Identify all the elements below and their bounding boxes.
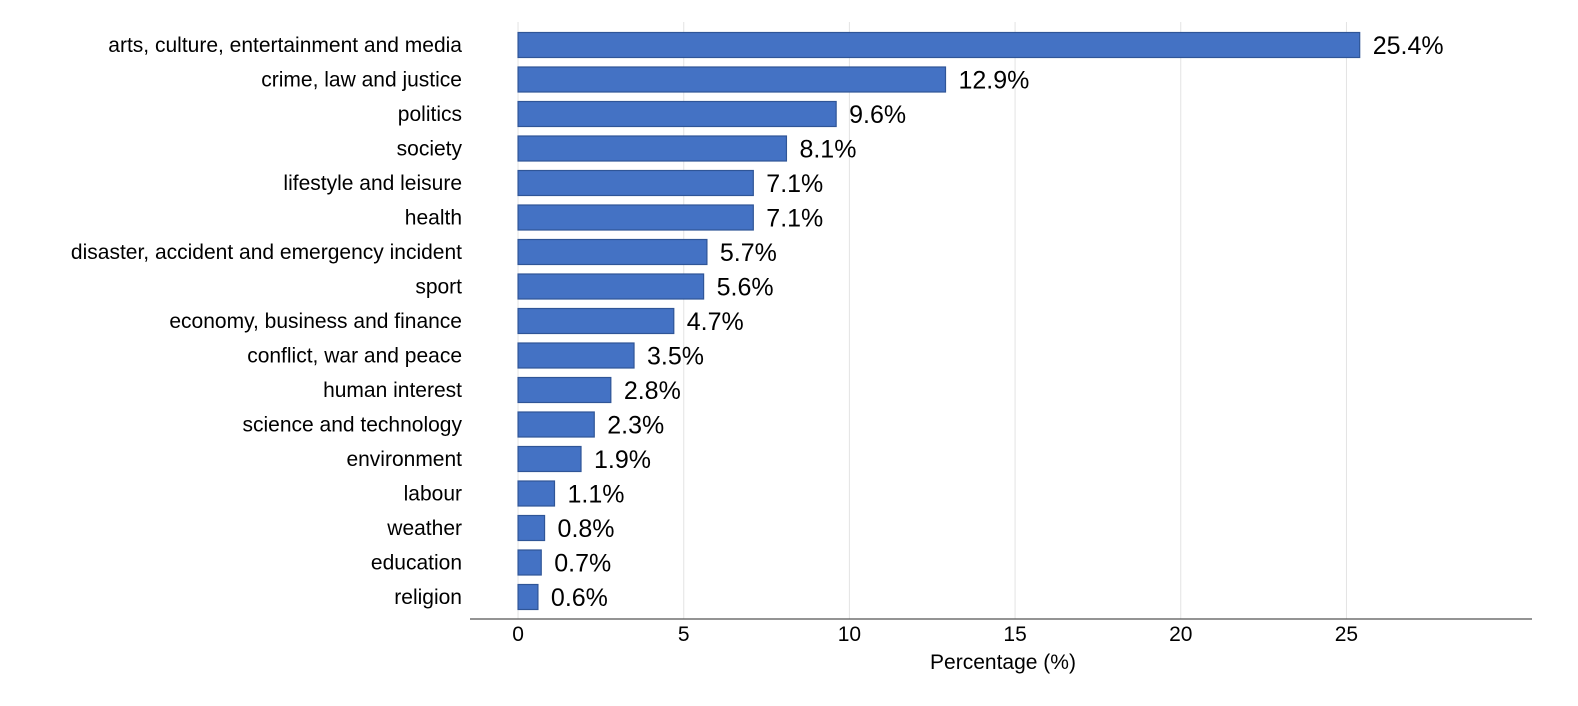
- category-label: economy, business and finance: [169, 310, 462, 333]
- bar-9: [517, 342, 635, 369]
- x-tick-label: 15: [1003, 623, 1026, 646]
- bar-7: [517, 273, 705, 300]
- category-label: arts, culture, entertainment and media: [108, 34, 462, 57]
- data-label: 5.6%: [717, 274, 774, 302]
- category-labels: arts, culture, entertainment and media cr…: [71, 34, 463, 609]
- x-tick-label: 0: [512, 623, 524, 646]
- category-label: religion: [394, 586, 462, 609]
- category-label: health: [405, 207, 462, 230]
- x-tick-label: 20: [1169, 623, 1192, 646]
- bar-11: [517, 411, 595, 438]
- data-label: 1.1%: [567, 481, 624, 509]
- category-label: science and technology: [243, 414, 463, 437]
- data-label: 0.6%: [551, 584, 608, 612]
- data-label: 8.1%: [799, 136, 856, 164]
- bar-0: [517, 31, 1361, 59]
- category-label: human interest: [323, 379, 462, 402]
- data-labels: 25.4% 12.9% 9.6% 8.1% 7.1% 7.1% 5.7% 5.6% 4.7% 3.…: [551, 32, 1444, 612]
- category-label: society: [397, 138, 463, 161]
- data-label: 2.3%: [607, 412, 664, 440]
- data-label: 1.9%: [594, 446, 651, 474]
- bars: [517, 31, 1361, 611]
- category-label: disaster, accident and emergency inciden…: [71, 241, 462, 264]
- data-label: 9.6%: [849, 101, 906, 129]
- data-label: 7.1%: [766, 170, 823, 198]
- data-label: 0.8%: [558, 515, 615, 543]
- x-tick-label: 10: [838, 623, 861, 646]
- data-label: 0.7%: [554, 550, 611, 578]
- data-label: 12.9%: [958, 67, 1029, 95]
- bar-15: [517, 549, 542, 576]
- category-label: sport: [415, 276, 462, 299]
- bar-12: [517, 445, 582, 473]
- bar-5: [517, 204, 754, 231]
- bar-13: [517, 480, 556, 507]
- x-axis: 0 5 10 15 20 25: [470, 618, 1532, 646]
- bar-10: [517, 376, 612, 404]
- data-label: 3.5%: [647, 343, 704, 371]
- bar-6: [517, 238, 708, 266]
- data-label: 4.7%: [687, 308, 744, 336]
- category-label: labour: [404, 483, 462, 506]
- x-tick-label: 5: [678, 623, 690, 646]
- category-label: weather: [386, 517, 462, 540]
- x-axis-title: Percentage (%): [930, 651, 1076, 674]
- bar-2: [517, 100, 837, 128]
- bar-14: [517, 514, 546, 542]
- category-label: lifestyle and leisure: [283, 172, 462, 195]
- x-tick-label: 25: [1335, 623, 1358, 646]
- bar-4: [517, 169, 754, 197]
- category-label: environment: [346, 448, 462, 471]
- bar-1: [517, 66, 947, 93]
- category-label: crime, law and justice: [261, 69, 462, 92]
- bar-3: [517, 135, 788, 162]
- bar-16: [517, 583, 539, 611]
- data-label: 7.1%: [766, 205, 823, 233]
- category-label: conflict, war and peace: [247, 345, 462, 368]
- category-label: education: [371, 552, 462, 575]
- data-label: 25.4%: [1373, 32, 1444, 60]
- data-label: 5.7%: [720, 239, 777, 267]
- data-label: 2.8%: [624, 377, 681, 405]
- category-label: politics: [398, 103, 462, 126]
- bar-8: [517, 307, 675, 335]
